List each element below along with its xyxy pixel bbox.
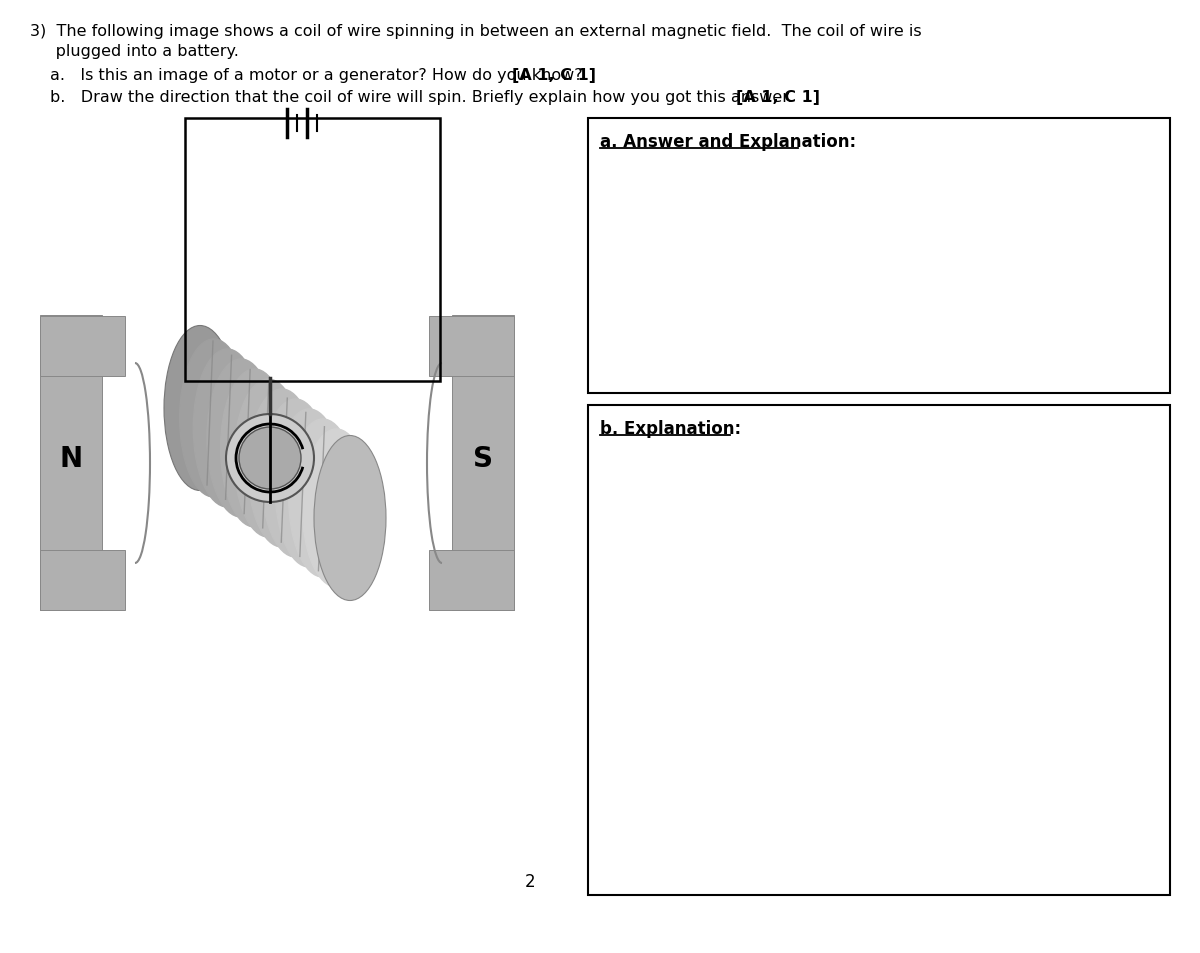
Bar [430,551,514,610]
Ellipse shape [180,339,247,497]
Text: b. Explanation:: b. Explanation: [600,419,742,437]
Text: plugged into a battery.: plugged into a battery. [30,44,239,59]
Text: [A 1, C 1]: [A 1, C 1] [736,90,820,105]
Bar [185,119,440,381]
Ellipse shape [289,419,356,578]
Text: b.   Draw the direction that the coil of wire will spin. Briefly explain how you: b. Draw the direction that the coil of w… [50,90,798,105]
Bar [588,119,1170,394]
Bar [40,316,125,376]
Text: 3)  The following image shows a coil of wire spinning in between an external mag: 3) The following image shows a coil of w… [30,24,922,39]
Ellipse shape [275,410,343,567]
Ellipse shape [226,415,314,502]
Bar [40,551,125,610]
Ellipse shape [193,350,262,507]
Ellipse shape [206,359,275,517]
Ellipse shape [239,428,301,490]
Ellipse shape [262,399,330,558]
Ellipse shape [234,379,302,537]
Text: 2: 2 [524,872,535,890]
Text: a.   Is this an image of a motor or a generator? How do you know?: a. Is this an image of a motor or a gene… [50,68,588,83]
Ellipse shape [166,330,234,488]
Ellipse shape [302,430,371,587]
Bar [430,316,514,376]
Text: S: S [473,444,493,473]
Ellipse shape [248,390,316,547]
Ellipse shape [221,370,288,527]
Ellipse shape [164,326,236,491]
Text: a. Answer and Explanation:: a. Answer and Explanation: [600,132,856,151]
Text: N: N [60,444,83,473]
Ellipse shape [314,436,386,601]
Text: [A 1, C 1]: [A 1, C 1] [512,68,596,83]
Ellipse shape [316,439,384,598]
Bar [452,315,514,610]
Bar [588,406,1170,895]
Bar [40,315,102,610]
